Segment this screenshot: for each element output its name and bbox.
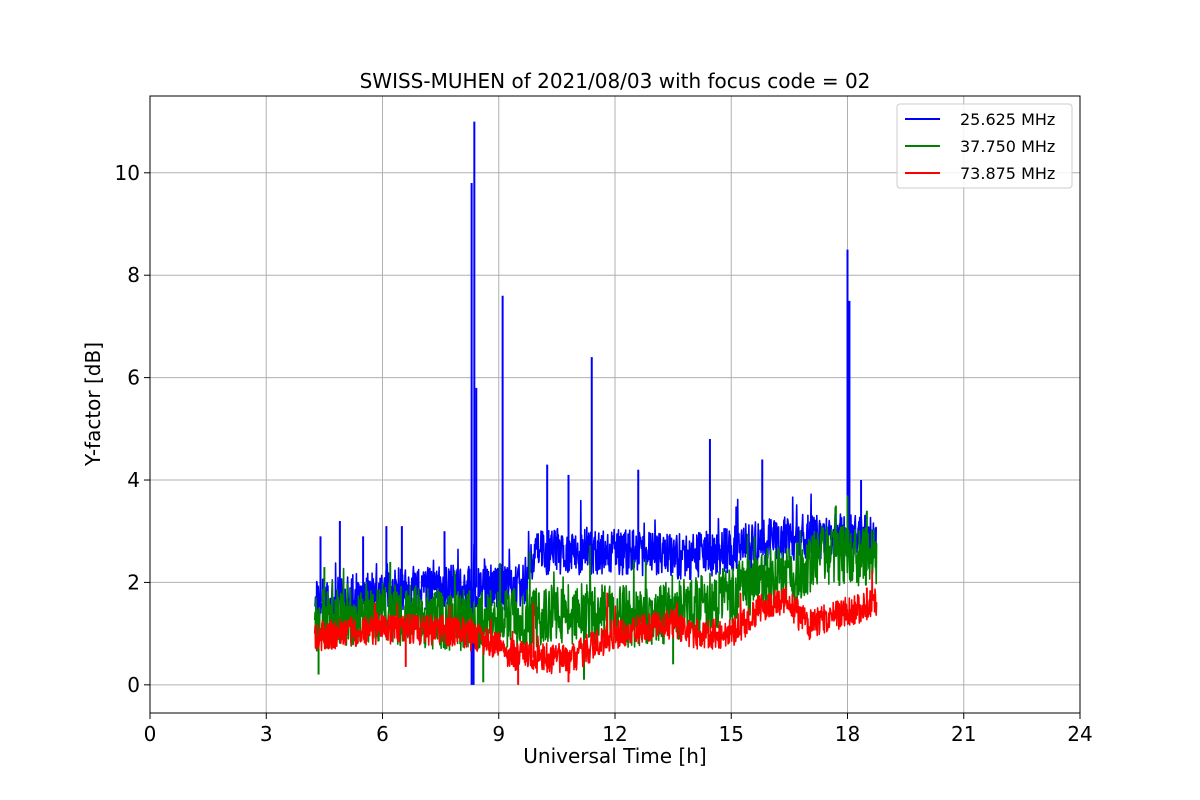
legend-label: 25.625 MHz xyxy=(960,110,1055,129)
series-line xyxy=(313,569,878,675)
y-tick-label: 0 xyxy=(127,673,140,697)
series-lines xyxy=(313,121,878,685)
x-tick-label: 24 xyxy=(1067,722,1092,746)
x-tick-label: 3 xyxy=(260,722,273,746)
x-tick-label: 21 xyxy=(951,722,976,746)
x-tick-label: 0 xyxy=(144,722,157,746)
legend-label: 37.750 MHz xyxy=(960,137,1055,156)
legend: 25.625 MHz 37.750 MHz 73.875 MHz xyxy=(896,103,1073,189)
x-tick-label: 6 xyxy=(376,722,389,746)
y-tick-label: 4 xyxy=(127,468,140,492)
x-tick-label: 18 xyxy=(835,722,860,746)
x-tick-label: 12 xyxy=(602,722,627,746)
x-tick-label: 9 xyxy=(492,722,505,746)
legend-box xyxy=(896,103,1073,189)
x-axis-title: Universal Time [h] xyxy=(523,744,706,768)
y-tick-label: 8 xyxy=(127,263,140,287)
y-axis-title: Y-factor [dB] xyxy=(81,342,105,467)
chart-title: SWISS-MUHEN of 2021/08/03 with focus cod… xyxy=(360,69,871,93)
x-tick-label: 15 xyxy=(719,722,744,746)
y-tick-label: 10 xyxy=(115,161,140,185)
legend-label: 73.875 MHz xyxy=(960,164,1055,183)
y-tick-label: 6 xyxy=(127,366,140,390)
y-tick-label: 2 xyxy=(127,570,140,594)
